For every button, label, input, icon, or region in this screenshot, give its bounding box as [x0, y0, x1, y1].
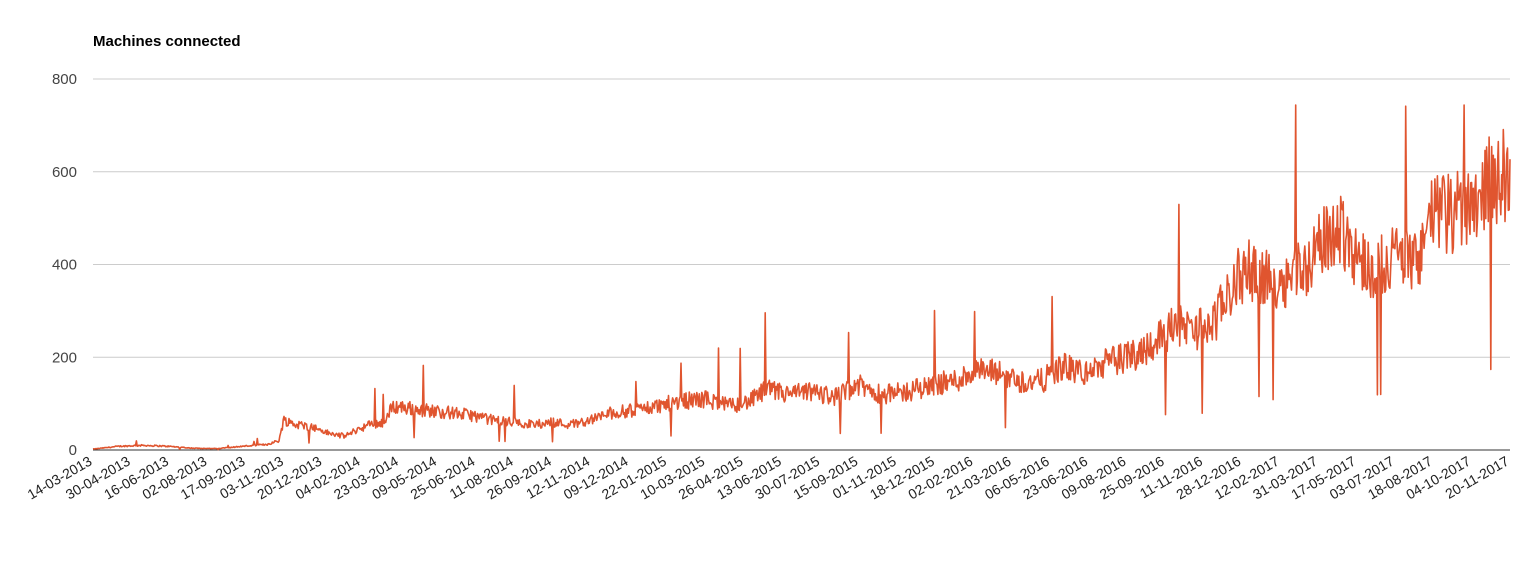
chart-title: Machines connected	[93, 33, 241, 50]
y-tick-label: 600	[52, 164, 77, 181]
y-tick-label: 0	[69, 442, 77, 459]
y-tick-label: 800	[52, 71, 77, 88]
y-tick-label: 400	[52, 257, 77, 274]
y-tick-label: 200	[52, 349, 77, 366]
series-line	[92, 104, 1511, 451]
